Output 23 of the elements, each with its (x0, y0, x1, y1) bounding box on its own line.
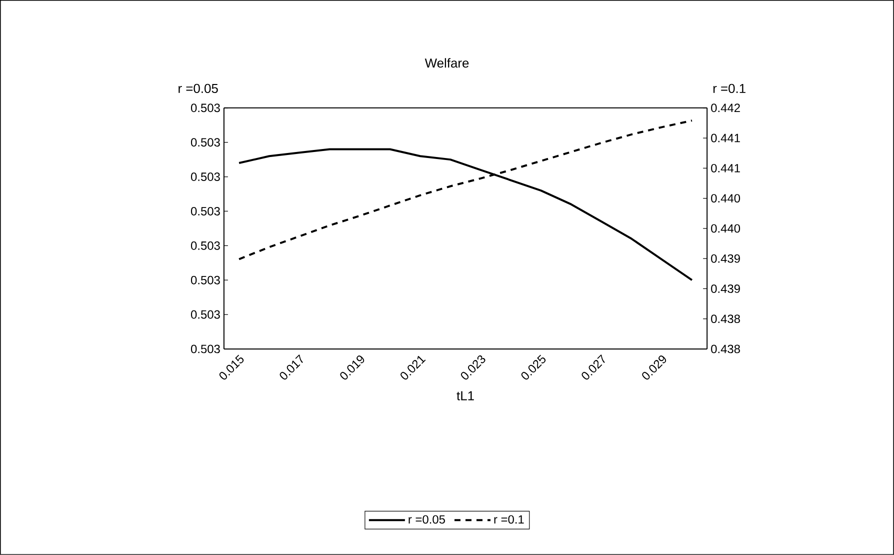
y-tick-label: 0.503 (190, 172, 220, 182)
y2-tick-label: 0.439 (711, 254, 740, 263)
legend-label: r =0.1 (494, 515, 524, 524)
y2-axis-title: r =0.1 (713, 84, 746, 94)
y2-tick-label: 0.440 (711, 224, 740, 233)
y2-tick-label: 0.442 (711, 104, 740, 112)
y-tick-label: 0.503 (190, 104, 220, 112)
y2-tick-label: 0.441 (711, 164, 740, 172)
y-tick-label: 0.503 (190, 310, 220, 319)
y-tick-label: 0.503 (190, 241, 220, 250)
y2-tick-label: 0.438 (711, 314, 740, 324)
y2-tick-label: 0.441 (711, 134, 740, 142)
y2-tick-label: 0.439 (711, 284, 740, 293)
chart-title: Welfare (424, 58, 469, 68)
y2-tick-label: 0.440 (711, 194, 740, 203)
y-tick-label: 0.503 (190, 344, 220, 354)
y2-tick-label: 0.438 (711, 344, 740, 354)
legend-label: r =0.05 (408, 515, 445, 524)
y-tick-label: 0.503 (190, 207, 220, 216)
x-axis-title: tL1 (456, 391, 474, 400)
y-tick-label: 0.503 (190, 138, 220, 147)
y-axis-title: r =0.05 (178, 84, 218, 94)
y-tick-label: 0.503 (190, 276, 220, 284)
